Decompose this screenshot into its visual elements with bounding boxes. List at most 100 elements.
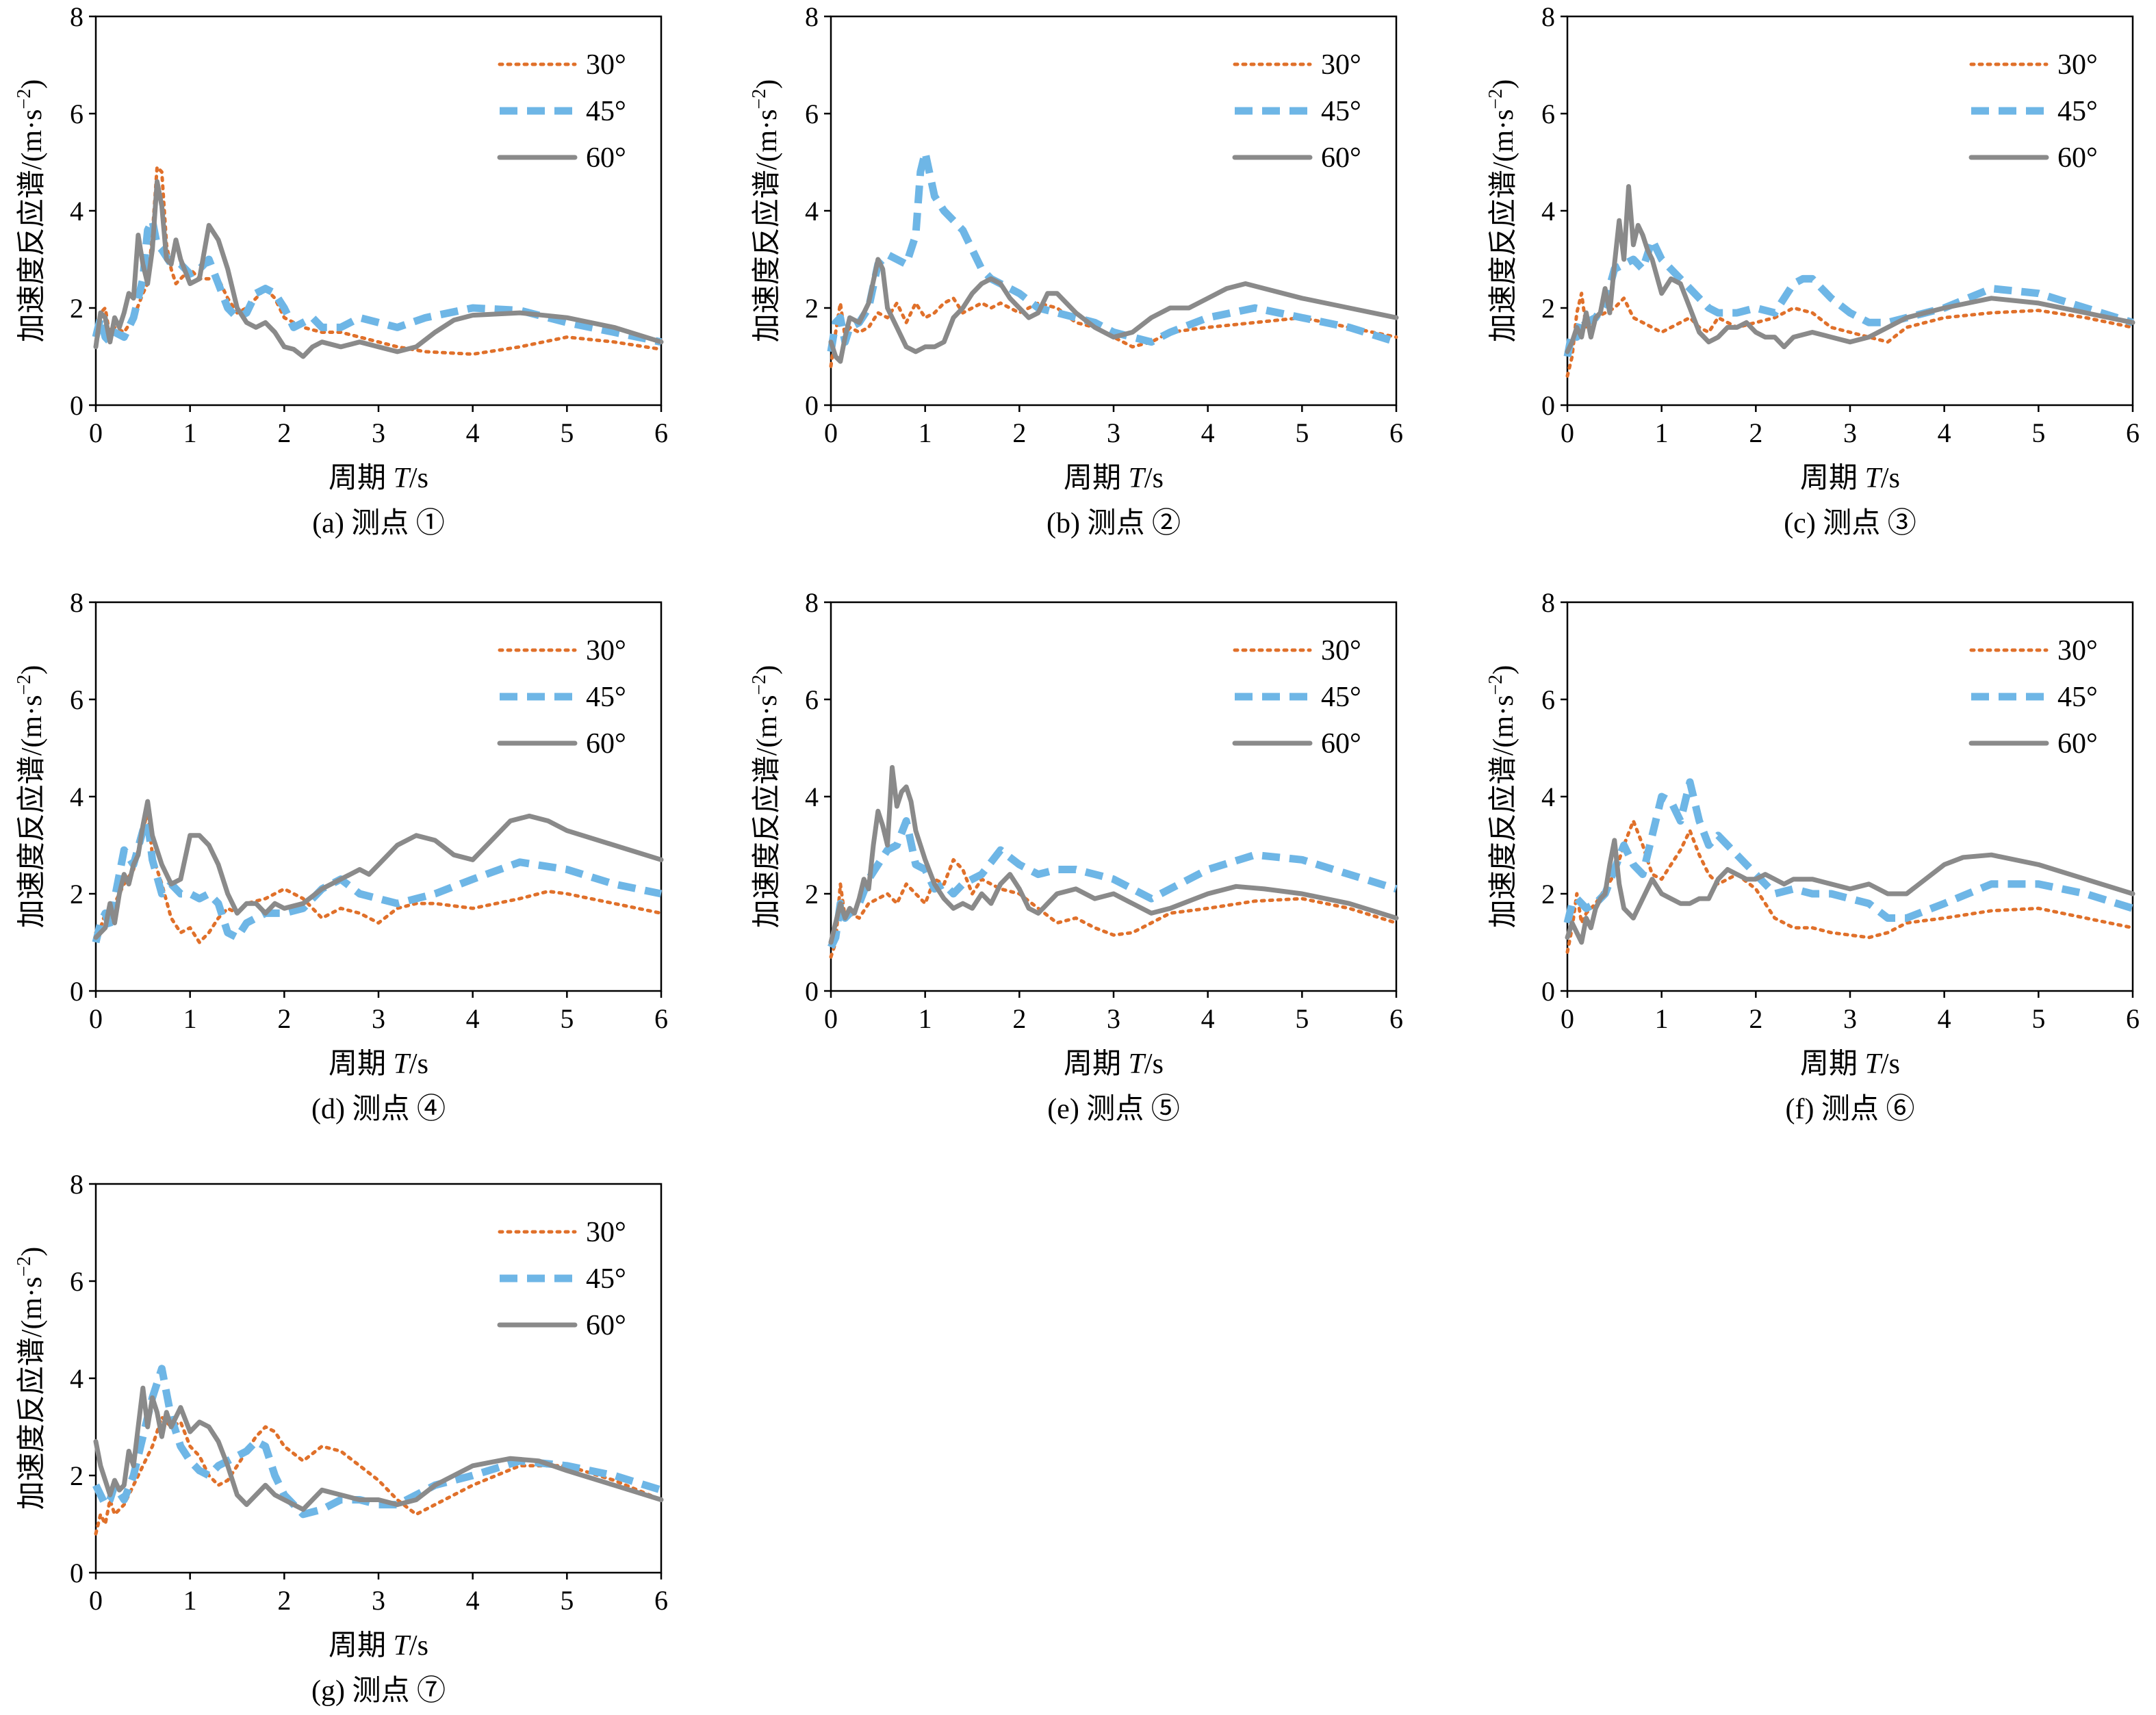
x-tick-label: 0 xyxy=(824,417,838,448)
legend-label-3: 60° xyxy=(1321,728,1361,760)
panel-caption: (b) 测点 ② xyxy=(1047,508,1181,539)
x-tick-label: 6 xyxy=(1389,1003,1403,1034)
x-axis-title: 周期 T/s xyxy=(1800,1048,1900,1080)
plot-frame xyxy=(830,601,1398,992)
plot-frame xyxy=(94,1183,663,1574)
x-tick-label: 6 xyxy=(2126,1003,2140,1034)
x-tick-label: 5 xyxy=(2031,417,2045,448)
x-tick-label: 5 xyxy=(1295,1003,1309,1034)
series-line-1 xyxy=(94,809,663,944)
series-line-2 xyxy=(1563,778,2134,924)
chart-panel-3: 0 1 2 3 4 5 6 0 2 4 6 8 周期 T/s 加速度反应谱/(m·s−2) 30° 45° 60… xyxy=(1485,1,2140,539)
y-tick-label: 6 xyxy=(70,99,84,129)
y-tick-label: 8 xyxy=(1541,587,1555,618)
panel-caption: (g) 测点 ⑦ xyxy=(311,1675,446,1707)
y-tick-label: 2 xyxy=(1541,293,1555,324)
y-tick-label: 0 xyxy=(70,976,84,1007)
x-tick-label: 6 xyxy=(654,1585,668,1616)
x-tick-label: 5 xyxy=(560,417,574,448)
series-line-1 xyxy=(829,296,1398,368)
legend-label-3: 60° xyxy=(2057,142,2098,174)
legend: 30° 45° 60° xyxy=(497,635,626,760)
series-line-3 xyxy=(1565,184,2135,354)
series-line-2 xyxy=(827,149,1398,352)
x-axis-title: 周期 T/s xyxy=(1064,463,1164,494)
y-tick-label: 4 xyxy=(805,782,819,812)
x-tick-label: 1 xyxy=(183,1003,197,1034)
x-tick-label: 2 xyxy=(1749,1003,1762,1034)
y-tick-label: 4 xyxy=(1541,782,1555,812)
plot-frame xyxy=(830,15,1398,407)
legend: 30° 45° 60° xyxy=(497,49,626,174)
y-axis-title: 加速度反应谱/(m·s−2) xyxy=(1485,79,1519,342)
series-line-3 xyxy=(93,799,664,940)
legend-label-1: 30° xyxy=(2057,49,2098,81)
x-tick-label: 4 xyxy=(1938,1003,1951,1034)
legend-label-3: 60° xyxy=(586,142,626,174)
y-tick-label: 4 xyxy=(70,196,84,227)
x-tick-label: 6 xyxy=(654,417,668,448)
y-axis-title: 加速度反应谱/(m·s−2) xyxy=(749,79,783,342)
x-tick-label: 2 xyxy=(1012,417,1026,448)
y-tick-label: 8 xyxy=(1541,1,1555,32)
y-tick-label: 2 xyxy=(805,293,819,324)
x-tick-label: 3 xyxy=(372,1003,385,1034)
x-tick-label: 2 xyxy=(277,1003,291,1034)
panel-caption: (a) 测点 ① xyxy=(312,508,445,539)
y-tick-label: 2 xyxy=(805,879,819,910)
x-axis-title: 周期 T/s xyxy=(329,1048,428,1080)
x-tick-label: 0 xyxy=(89,1003,103,1034)
x-tick-label: 2 xyxy=(277,1585,291,1616)
y-tick-label: 0 xyxy=(70,390,84,421)
chart-panel-6: 0 1 2 3 4 5 6 0 2 4 6 8 周期 T/s 加速度反应谱/(m·s−2) 30° 45° 60… xyxy=(1485,587,2140,1125)
x-tick-label: 4 xyxy=(466,1003,480,1034)
x-axis-title: 周期 T/s xyxy=(1800,463,1900,494)
y-tick-label: 8 xyxy=(70,1,84,32)
y-tick-label: 0 xyxy=(1541,976,1555,1007)
x-tick-label: 1 xyxy=(1655,417,1669,448)
legend-label-2: 45° xyxy=(586,1263,626,1295)
x-tick-label: 3 xyxy=(372,1585,385,1616)
y-tick-label: 6 xyxy=(1541,99,1555,129)
series-line-2 xyxy=(92,1365,663,1519)
x-tick-label: 0 xyxy=(1561,417,1574,448)
x-tick-label: 5 xyxy=(1295,417,1309,448)
x-axis-title: 周期 T/s xyxy=(1064,1048,1164,1080)
y-tick-label: 8 xyxy=(70,1169,84,1200)
legend: 30° 45° 60° xyxy=(497,1217,626,1341)
legend-label-3: 60° xyxy=(1321,142,1361,174)
chart-panel-2: 0 1 2 3 4 5 6 0 2 4 6 8 周期 T/s 加速度反应谱/(m·s−2) 30° 45° 60… xyxy=(749,1,1403,539)
y-tick-label: 2 xyxy=(1541,879,1555,910)
y-tick-label: 2 xyxy=(70,1460,84,1491)
legend: 30° 45° 60° xyxy=(1968,635,2098,760)
x-tick-label: 2 xyxy=(1749,417,1762,448)
series-line-1 xyxy=(94,1415,663,1536)
x-axis-title: 周期 T/s xyxy=(329,1630,428,1662)
x-tick-label: 6 xyxy=(2126,417,2140,448)
x-tick-label: 4 xyxy=(466,417,480,448)
x-tick-label: 4 xyxy=(1201,417,1215,448)
x-tick-label: 1 xyxy=(919,417,932,448)
y-tick-label: 0 xyxy=(70,1558,84,1588)
y-tick-label: 6 xyxy=(805,99,819,129)
legend-label-2: 45° xyxy=(2057,96,2098,127)
x-tick-label: 2 xyxy=(1012,1003,1026,1034)
x-tick-label: 4 xyxy=(1938,417,1951,448)
panel-caption: (e) 测点 ⑤ xyxy=(1047,1094,1180,1125)
y-tick-label: 8 xyxy=(805,1,819,32)
legend-label-2: 45° xyxy=(586,96,626,127)
legend-label-3: 60° xyxy=(2057,728,2098,760)
x-tick-label: 4 xyxy=(466,1585,480,1616)
series-line-3 xyxy=(1565,838,2135,945)
x-tick-label: 6 xyxy=(1389,417,1403,448)
x-axis-title: 周期 T/s xyxy=(329,463,428,494)
legend-label-1: 30° xyxy=(586,49,626,81)
x-tick-label: 4 xyxy=(1201,1003,1215,1034)
legend-label-2: 45° xyxy=(1321,96,1361,127)
x-tick-label: 0 xyxy=(1561,1003,1574,1034)
panel-caption: (c) 测点 ③ xyxy=(1784,508,1916,539)
y-tick-label: 4 xyxy=(805,196,819,227)
y-tick-label: 0 xyxy=(805,976,819,1007)
x-tick-label: 3 xyxy=(1107,417,1120,448)
